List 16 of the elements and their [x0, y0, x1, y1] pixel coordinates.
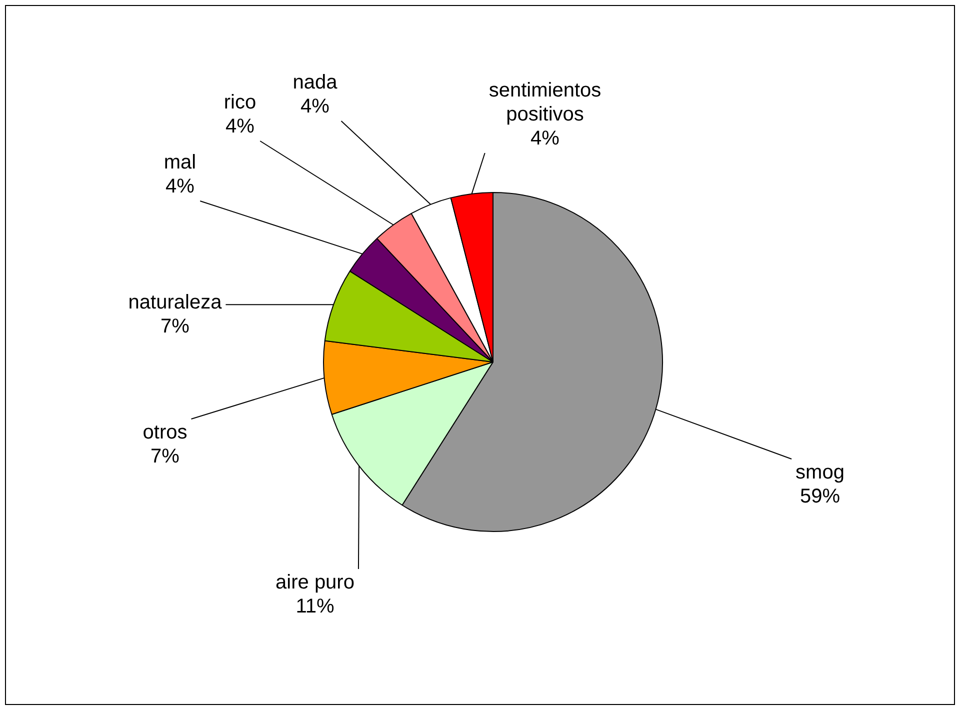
data-label: 4%: [226, 116, 255, 138]
slice-label: aire puro: [276, 572, 354, 594]
slice-label: naturaleza: [128, 292, 223, 314]
slice-label: rico: [224, 92, 256, 114]
data-label: 7%: [160, 316, 190, 338]
data-label: 11%: [296, 596, 334, 618]
slice-label: sentimientos positivos: [488, 80, 602, 126]
slice-label: mal: [164, 152, 196, 174]
slice-label: smog: [796, 462, 844, 484]
data-label: 59%: [800, 486, 840, 508]
slice-label: otros: [142, 422, 188, 444]
data-label: 4%: [530, 128, 560, 150]
data-label: 4%: [166, 176, 195, 198]
data-label: 7%: [150, 446, 180, 468]
slice-label: nada: [292, 72, 338, 94]
data-label: 4%: [300, 96, 330, 118]
